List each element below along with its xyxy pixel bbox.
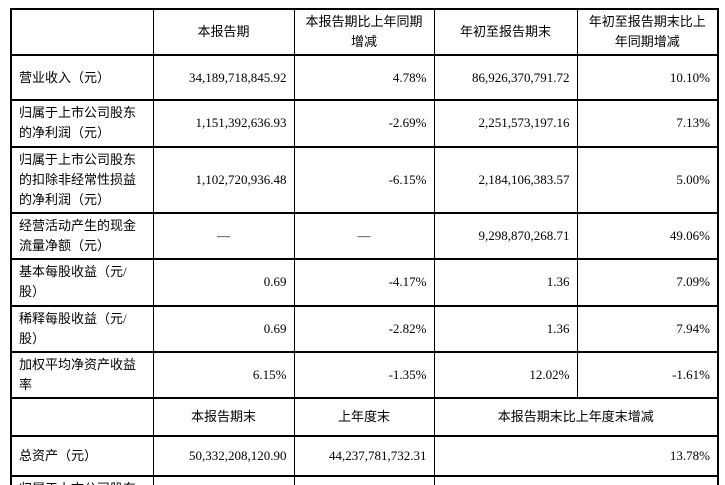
cell-value: 19,312,608,137.98	[152, 475, 295, 485]
header-end-of-last-year: 上年度末	[293, 397, 435, 438]
row-label: 归属于上市公司股东的所有者权益（元）	[10, 475, 154, 485]
main-header-row: 本报告期 本报告期比上年同期增减 年初至报告期末 年初至报告期末比上年同期增减	[10, 7, 719, 57]
cell-value: -1.35%	[293, 350, 435, 400]
table-row-net-profit-excl-nonrecurring: 归属于上市公司股东的扣除非经常性损益的净利润（元） 1,102,720,936.…	[10, 145, 719, 214]
cell-value: 7.13%	[576, 99, 719, 148]
cell-value: 1.36	[433, 304, 578, 353]
cell-value: -1.61%	[576, 350, 719, 400]
cell-value: 4.78%	[293, 54, 435, 102]
cell-value: 86,926,370,791.72	[433, 54, 578, 102]
table-row-total-assets: 总资产（元） 50,332,208,120.90 44,237,781,732.…	[10, 435, 719, 478]
cell-value: 13.78%	[433, 435, 719, 478]
cell-value: 8.35%	[433, 475, 719, 485]
cell-value: -4.17%	[293, 258, 435, 307]
header-current-vs-prior-year: 本报告期比上年同期增减	[293, 7, 435, 57]
cell-value: 1,102,720,936.48	[152, 145, 295, 214]
row-label: 归属于上市公司股东的净利润（元）	[10, 99, 154, 148]
row-label: 归属于上市公司股东的扣除非经常性损益的净利润（元）	[10, 145, 154, 214]
row-label: 基本每股收益（元/股）	[10, 258, 154, 307]
cell-value: -2.69%	[293, 99, 435, 148]
cell-value: 10.10%	[576, 54, 719, 102]
row-label: 稀释每股收益（元/股）	[10, 304, 154, 353]
cell-value: 0.69	[152, 304, 295, 353]
table-row-owners-equity: 归属于上市公司股东的所有者权益（元） 19,312,608,137.98 17,…	[10, 475, 719, 485]
corner-cell	[10, 7, 154, 57]
header-current-period: 本报告期	[152, 7, 295, 57]
cell-value-dash: —	[152, 211, 295, 261]
header-end-of-period: 本报告期末	[152, 397, 295, 438]
table-row-weighted-avg-roe: 加权平均净资产收益率 6.15% -1.35% 12.02% -1.61%	[10, 350, 719, 400]
cell-value: 2,184,106,383.57	[433, 145, 578, 214]
cell-value: 44,237,781,732.31	[293, 435, 435, 478]
row-label: 总资产（元）	[10, 435, 154, 478]
cell-value: 1,151,392,636.93	[152, 99, 295, 148]
header-ytd: 年初至报告期末	[433, 7, 578, 57]
header-ytd-vs-prior-year: 年初至报告期末比上年同期增减	[576, 7, 719, 57]
corner-cell	[10, 397, 154, 438]
header-change-vs-last-year-end: 本报告期末比上年度末增减	[433, 397, 719, 438]
cell-value: 9,298,870,268.71	[433, 211, 578, 261]
table-row-basic-eps: 基本每股收益（元/股） 0.69 -4.17% 1.36 7.09%	[10, 258, 719, 307]
cell-value: 50,332,208,120.90	[152, 435, 295, 478]
cell-value: 6.15%	[152, 350, 295, 400]
table-row-net-profit: 归属于上市公司股东的净利润（元） 1,151,392,636.93 -2.69%…	[10, 99, 719, 148]
cell-value: 49.06%	[576, 211, 719, 261]
cell-value: 17,824,906,815.87	[293, 475, 435, 485]
balance-header-row: 本报告期末 上年度末 本报告期末比上年度末增减	[10, 397, 719, 438]
row-label: 经营活动产生的现金流量净额（元）	[10, 211, 154, 261]
table-row-diluted-eps: 稀释每股收益（元/股） 0.69 -2.82% 1.36 7.94%	[10, 304, 719, 353]
cell-value: -2.82%	[293, 304, 435, 353]
financial-summary-table: 本报告期 本报告期比上年同期增减 年初至报告期末 年初至报告期末比上年同期增减 …	[10, 7, 719, 485]
row-label: 加权平均净资产收益率	[10, 350, 154, 400]
cell-value-dash: —	[293, 211, 435, 261]
cell-value: 34,189,718,845.92	[152, 54, 295, 102]
cell-value: 12.02%	[433, 350, 578, 400]
cell-value: 7.09%	[576, 258, 719, 307]
cell-value: 5.00%	[576, 145, 719, 214]
row-label: 营业收入（元）	[10, 54, 154, 102]
cell-value: -6.15%	[293, 145, 435, 214]
cell-value: 7.94%	[576, 304, 719, 353]
cell-value: 2,251,573,197.16	[433, 99, 578, 148]
table-row-revenue: 营业收入（元） 34,189,718,845.92 4.78% 86,926,3…	[10, 54, 719, 102]
cell-value: 0.69	[152, 258, 295, 307]
cell-value: 1.36	[433, 258, 578, 307]
table-row-operating-cash-flow: 经营活动产生的现金流量净额（元） — — 9,298,870,268.71 49…	[10, 211, 719, 261]
